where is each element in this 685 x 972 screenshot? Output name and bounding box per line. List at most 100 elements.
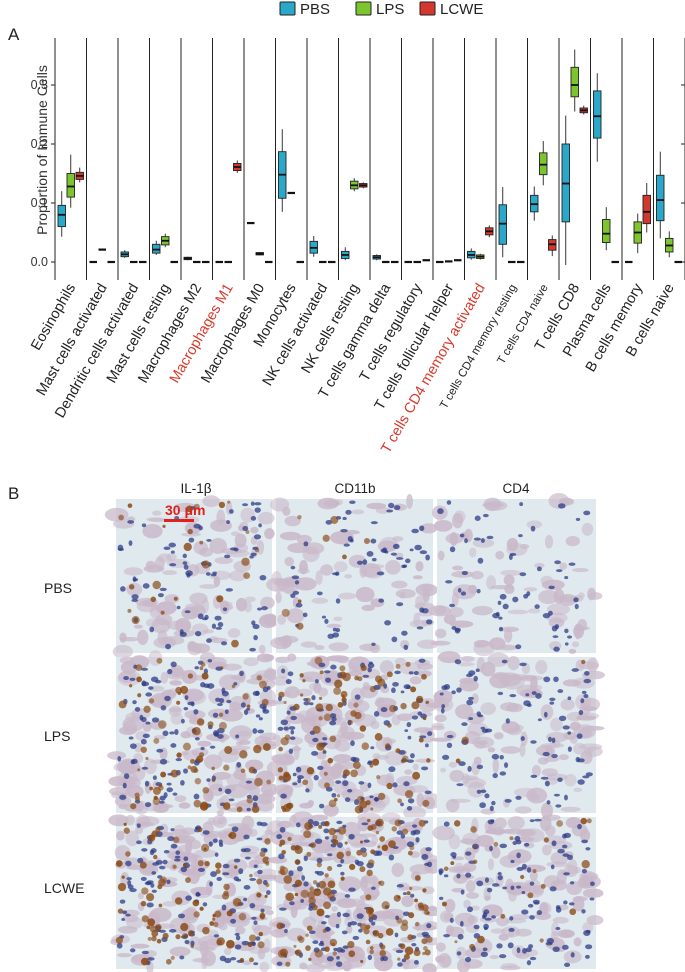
tissue-strand xyxy=(264,528,275,540)
dab-stain xyxy=(201,843,210,852)
nucleus xyxy=(584,671,590,676)
nucleus xyxy=(136,823,141,828)
dab-stain xyxy=(327,866,333,872)
tissue-strand xyxy=(500,569,522,577)
nucleus xyxy=(439,692,444,696)
nucleus xyxy=(254,507,261,513)
tissue-strand xyxy=(523,587,538,592)
nucleus xyxy=(568,562,576,566)
dab-stain xyxy=(234,865,238,869)
tissue-strand xyxy=(507,609,529,615)
tissue-strand xyxy=(567,858,578,875)
dab-stain xyxy=(136,676,142,683)
dab-stain xyxy=(127,608,132,613)
dab-stain xyxy=(318,880,327,889)
nucleus xyxy=(188,537,195,543)
dab-stain xyxy=(443,866,449,872)
nucleus xyxy=(321,615,327,619)
box-pbs xyxy=(656,151,665,239)
nucleus xyxy=(288,726,296,730)
tissue-strand xyxy=(487,747,496,753)
dab-stain xyxy=(214,910,222,918)
dab-stain xyxy=(361,851,368,858)
tissue-strand xyxy=(428,905,437,911)
dab-stain xyxy=(305,945,311,951)
box-pbs xyxy=(278,129,287,212)
nucleus xyxy=(508,927,515,932)
tissue-strand xyxy=(531,764,541,777)
dab-stain xyxy=(278,746,283,752)
dab-stain xyxy=(368,912,375,920)
nucleus xyxy=(585,772,593,777)
nucleus xyxy=(246,807,251,812)
nucleus xyxy=(316,857,323,864)
dab-stain xyxy=(156,657,163,664)
nucleus xyxy=(515,644,522,650)
nucleus xyxy=(416,626,424,630)
dab-stain xyxy=(197,860,204,867)
dab-stain xyxy=(322,887,332,896)
tissue-strand xyxy=(136,600,158,613)
nucleus xyxy=(350,740,355,747)
tissue-strand xyxy=(289,905,307,910)
tissue-strand xyxy=(507,816,525,830)
nucleus xyxy=(557,777,563,782)
dab-stain xyxy=(395,663,401,669)
tissue-strand xyxy=(406,494,413,509)
tissue-strand xyxy=(584,746,603,757)
nucleus xyxy=(302,612,308,618)
dab-stain xyxy=(532,869,537,874)
nucleus xyxy=(214,615,222,621)
dab-stain xyxy=(316,742,325,751)
nucleus xyxy=(149,849,155,856)
nucleus xyxy=(521,891,526,895)
nucleus xyxy=(225,588,234,592)
dab-stain xyxy=(151,935,157,942)
nucleus xyxy=(380,707,388,713)
dab-stain xyxy=(151,830,159,838)
nucleus xyxy=(335,598,341,604)
dab-stain xyxy=(339,665,346,672)
nucleus xyxy=(551,840,557,847)
dab-stain xyxy=(264,894,268,898)
nucleus xyxy=(540,776,549,780)
dab-stain xyxy=(365,894,372,901)
nucleus xyxy=(126,877,132,881)
nucleus xyxy=(529,819,535,823)
nucleus xyxy=(581,868,587,874)
nucleus xyxy=(421,931,429,937)
tissue-strand xyxy=(432,825,455,841)
dab-stain xyxy=(305,933,309,937)
tissue-strand xyxy=(587,587,596,601)
nucleus xyxy=(234,944,242,950)
nucleus xyxy=(367,662,375,669)
tissue-strand xyxy=(486,575,497,590)
nucleus xyxy=(145,881,152,885)
nucleus xyxy=(376,850,383,856)
tissue-strand xyxy=(116,953,132,958)
tissue-strand xyxy=(471,693,479,704)
dab-stain xyxy=(227,500,231,504)
nucleus xyxy=(312,940,319,945)
nucleus xyxy=(152,775,157,781)
dab-stain xyxy=(298,936,305,943)
nucleus xyxy=(499,954,507,959)
nucleus xyxy=(577,823,582,830)
nucleus xyxy=(336,955,340,960)
tissue-strand xyxy=(324,656,343,662)
nucleus xyxy=(562,844,568,849)
nucleus xyxy=(200,682,206,688)
row-label-pbs: PBS xyxy=(44,580,72,596)
nucleus xyxy=(461,722,468,727)
nucleus xyxy=(295,766,302,773)
nucleus xyxy=(567,696,572,701)
nucleus xyxy=(205,572,211,576)
nucleus xyxy=(427,731,433,736)
nucleus xyxy=(340,871,345,876)
dab-stain xyxy=(264,838,271,845)
dab-stain xyxy=(396,917,403,924)
nucleus xyxy=(367,954,373,961)
tissue-strand xyxy=(178,802,191,809)
nucleus xyxy=(414,544,422,551)
dab-stain xyxy=(199,540,204,545)
